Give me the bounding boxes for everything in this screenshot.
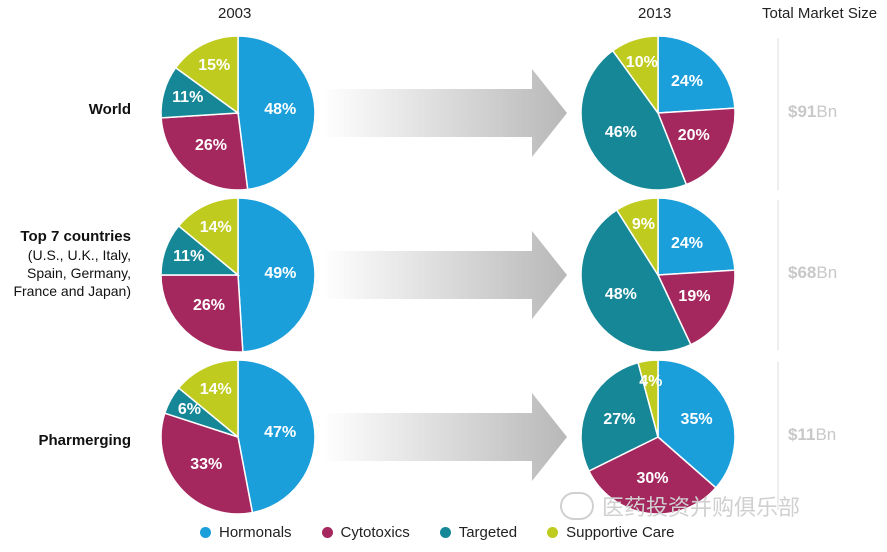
pie-data-label: 9% (631, 215, 655, 233)
pie-data-label: 20% (677, 126, 710, 144)
market-size-top7: $68Bn (788, 263, 868, 283)
legend-swatch (200, 527, 211, 538)
pie-slice-cytotoxics (656, 269, 736, 346)
pie-slice-hormonals (237, 35, 316, 191)
legend-item-supportive-care: Supportive Care (547, 524, 675, 541)
pie-data-label: 30% (636, 469, 669, 487)
row-label-top7: Top 7 countries (U.S., U.K., Italy, Spai… (13, 228, 131, 300)
pie-slice-hormonals (657, 35, 736, 114)
pie-data-label: 47% (264, 424, 297, 441)
market-size-value: $68 (788, 263, 817, 282)
legend-label: Supportive Care (566, 524, 675, 541)
legend-label: Cytotoxics (340, 524, 410, 541)
market-size-unit: Bn (815, 425, 837, 444)
pie-slice-targeted (580, 208, 692, 353)
pie-slice-targeted (580, 361, 659, 473)
pie-data-label: 14% (199, 218, 232, 236)
pie-data-label: 10% (625, 54, 658, 72)
pie-data-label: 11% (172, 89, 204, 107)
pie-data-label: 48% (604, 286, 637, 304)
legend-item-targeted: Targeted (439, 524, 518, 541)
pie-slice-cytotoxics (160, 112, 249, 191)
legend-swatch (321, 527, 333, 538)
market-size-unit: Bn (816, 263, 838, 282)
pie-slice-hormonals (657, 197, 736, 276)
transition-arrow (322, 69, 567, 157)
row-label-world-title: World (88, 101, 131, 118)
market-size-value: $91 (788, 102, 817, 121)
pie-data-label: 19% (678, 287, 711, 305)
wechat-icon (560, 492, 594, 520)
pie-slice-supportive-care (174, 35, 239, 115)
market-size-pharmerging: $11Bn (788, 425, 868, 445)
row-label-top7-sub: France and Japan) (13, 283, 131, 299)
pie-slice-cytotoxics (160, 412, 254, 515)
pie-data-label: 49% (264, 264, 297, 282)
year-2013-header: 2013 (638, 5, 672, 22)
pie-data-label: 24% (670, 235, 703, 253)
pie-slice-hormonals (237, 197, 316, 353)
pie-data-label: 33% (190, 456, 223, 473)
pie-data-label: 35% (680, 410, 713, 428)
legend-label: Hormonals (219, 524, 292, 541)
pie-data-label: 26% (194, 136, 228, 154)
row-label-top7-title: Top 7 countries (20, 228, 131, 245)
pie-data-label: 27% (603, 410, 636, 428)
market-size-unit: Bn (816, 102, 838, 121)
market-size-world: $91Bn (788, 102, 868, 122)
transition-arrow (322, 231, 567, 319)
row-label-top7-sub: Spain, Germany, (26, 265, 131, 281)
pie-slice-cytotoxics (160, 274, 244, 353)
pie-data-label: 6% (177, 401, 201, 419)
pie-data-label: 11% (173, 248, 205, 266)
pie-data-label: 46% (604, 124, 637, 142)
row-label-pharmerging: Pharmerging (38, 432, 131, 450)
pie-slice-supportive-care (177, 197, 239, 277)
pie-slice-hormonals (237, 359, 316, 514)
pie-data-label: 15% (198, 57, 231, 75)
legend: Hormonals Cytotoxics Targeted Supportive… (200, 524, 675, 541)
row-label-world: World (89, 101, 131, 119)
legend-item-hormonals: Hormonals (200, 524, 292, 541)
pie-data-label: 26% (192, 296, 226, 314)
legend-item-cytotoxics: Cytotoxics (321, 524, 410, 541)
pie-slice-supportive-care (637, 359, 659, 438)
pie-data-label: 4% (639, 373, 663, 391)
legend-swatch (439, 527, 451, 538)
pie-data-label: 48% (264, 101, 297, 119)
pie-data-label: 24% (670, 73, 703, 91)
transition-arrow (322, 393, 567, 481)
watermark-text: 医药投资并购俱乐部 (602, 495, 801, 520)
market-size-value: $11 (788, 425, 816, 444)
pie-slice-supportive-care (615, 197, 659, 278)
pie-slice-supportive-care (611, 35, 659, 116)
watermark: 医药投资并购俱乐部 (560, 490, 800, 522)
pie-slice-cytotoxics (587, 436, 717, 515)
year-2003-header: 2003 (218, 5, 252, 22)
pie-data-label: 14% (199, 380, 232, 398)
row-label-top7-sub: (U.S., U.K., Italy, (27, 247, 131, 263)
pie-slice-hormonals (657, 359, 736, 489)
legend-label: Targeted (458, 524, 518, 541)
row-label-pharmerging-title: Pharmerging (38, 432, 131, 449)
legend-swatch (547, 527, 559, 538)
pie-slice-cytotoxics (656, 107, 736, 186)
market-size-header: Total Market Size (762, 5, 878, 22)
pie-slice-targeted (580, 49, 688, 191)
pie-slice-supportive-care (177, 359, 239, 439)
